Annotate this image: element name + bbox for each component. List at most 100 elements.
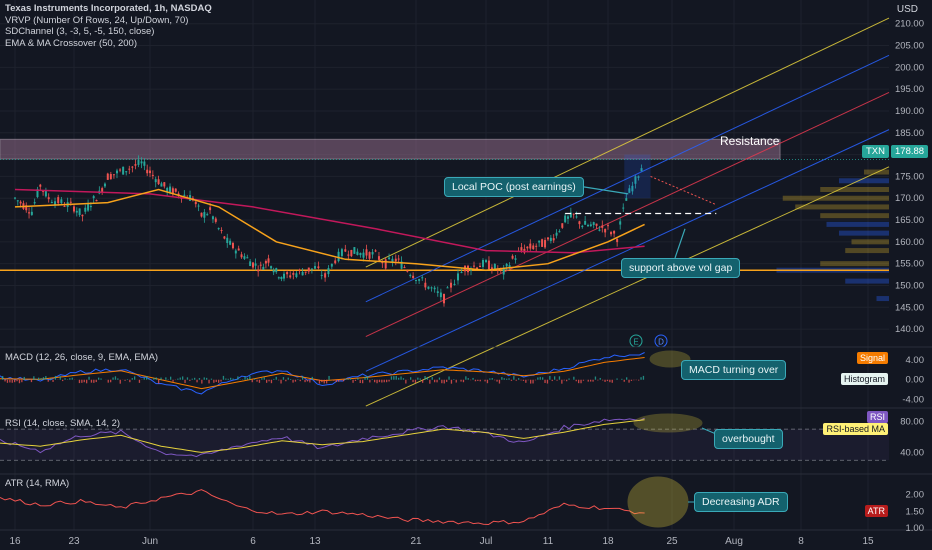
- price-tick-label: 170.00: [895, 193, 924, 204]
- candle-body: [381, 261, 384, 264]
- macd-histogram-bar: [249, 375, 251, 380]
- callout-macd-turning[interactable]: MACD turning over: [681, 360, 787, 380]
- macd-histogram-bar: [170, 376, 172, 380]
- macd-histogram-bar: [98, 377, 100, 380]
- macd-histogram-bar: [350, 378, 352, 380]
- macd-histogram-bar: [52, 379, 54, 382]
- macd-histogram-bar: [354, 379, 357, 381]
- candle-body: [549, 237, 552, 241]
- candle-body: [317, 266, 320, 269]
- macd-histogram-bar: [342, 379, 345, 382]
- candle-body: [616, 238, 619, 243]
- macd-histogram-bar: [534, 379, 537, 381]
- candle-body: [544, 240, 547, 248]
- legend-ema-ma: EMA & MA Crossover (50, 200): [5, 37, 137, 49]
- callout-support[interactable]: support above vol gap: [621, 258, 741, 278]
- callout-local-poc[interactable]: Local POC (post earnings): [444, 177, 584, 197]
- candle-body: [552, 238, 555, 241]
- atr-pane-label: ATR (14, RMA): [5, 478, 70, 489]
- callout-decreasing-adr[interactable]: Decreasing ADR: [694, 492, 788, 512]
- candle-body: [595, 223, 598, 226]
- macd-histogram-bar: [35, 379, 37, 380]
- volume-profile-bar: [845, 278, 889, 284]
- macd-histogram-bar: [220, 379, 222, 382]
- candle-body: [109, 174, 112, 180]
- price-tick-label: 190.00: [895, 106, 924, 117]
- macd-histogram-bar: [261, 378, 263, 380]
- atr-badge: ATR: [864, 505, 888, 517]
- macd-histogram-bar: [160, 377, 162, 380]
- macd-histogram-bar: [398, 377, 400, 380]
- macd-histogram-bar: [33, 376, 35, 380]
- macd-histogram-bar: [566, 379, 568, 382]
- macd-histogram-bar: [450, 379, 453, 384]
- candle-body: [125, 171, 128, 173]
- macd-histogram-bar: [390, 376, 393, 380]
- macd-histogram-bar: [472, 377, 474, 380]
- macd-histogram-bar: [9, 379, 11, 383]
- callout-overbought[interactable]: overbought: [714, 429, 783, 449]
- macd-histogram-bar: [177, 378, 179, 380]
- macd-histogram-bar: [462, 379, 465, 383]
- macd-histogram-bar: [148, 378, 150, 380]
- dividend-marker-label: D: [658, 338, 664, 347]
- candle-body: [262, 266, 265, 270]
- macd-histogram-bar: [131, 378, 133, 380]
- macd-histogram-bar: [602, 379, 604, 381]
- macd-histogram-bar: [539, 376, 541, 380]
- macd-histogram-bar: [191, 378, 193, 380]
- candle-body: [508, 265, 511, 269]
- ema50-line: [14, 188, 645, 271]
- candle-body: [57, 197, 60, 204]
- candle-body: [532, 245, 535, 250]
- macd-histogram-bar: [395, 375, 397, 380]
- candle-body: [69, 201, 72, 203]
- macd-histogram-bar: [426, 376, 429, 380]
- price-tick-label: 205.00: [895, 41, 924, 52]
- candle-body: [362, 252, 365, 258]
- candle-body: [246, 257, 249, 259]
- candle-body: [254, 263, 257, 266]
- candle-body: [538, 240, 541, 243]
- macd-histogram-bar: [201, 379, 203, 384]
- candle-body: [558, 231, 561, 233]
- candle-body: [607, 225, 609, 227]
- candle-body: [280, 276, 283, 280]
- candle-body: [39, 184, 42, 187]
- macd-histogram-bar: [234, 379, 237, 380]
- time-tick-label: 13: [309, 536, 321, 547]
- macd-histogram-bar: [616, 378, 618, 380]
- candle-body: [409, 274, 412, 276]
- macd-histogram-bar: [6, 379, 9, 383]
- candle-body: [154, 179, 157, 183]
- macd-histogram-bar: [587, 379, 589, 382]
- macd-histogram-bar: [333, 379, 335, 381]
- candle-body: [446, 287, 449, 289]
- candle-body: [63, 205, 66, 207]
- macd-histogram-bar: [453, 379, 455, 380]
- candle-body: [229, 240, 232, 245]
- candle-body: [103, 183, 106, 187]
- macd-histogram-bar: [230, 377, 232, 380]
- price-tick-label: 160.00: [895, 237, 924, 248]
- candle-body: [350, 249, 353, 257]
- macd-histogram-bar: [95, 379, 97, 383]
- macd-histogram-bar: [119, 379, 121, 384]
- candle-body: [356, 251, 359, 255]
- time-tick-label: 25: [666, 536, 678, 547]
- macd-histogram-bar: [465, 376, 467, 380]
- macd-histogram-bar: [554, 376, 556, 380]
- candle-body: [163, 182, 166, 187]
- volume-profile-bar: [820, 261, 889, 267]
- macd-histogram-bar: [306, 379, 309, 382]
- candle-body: [259, 264, 262, 266]
- candle-body: [587, 224, 589, 227]
- candle-body: [384, 259, 387, 269]
- candle-body: [610, 232, 613, 235]
- macd-histogram-bar: [369, 379, 371, 383]
- price-tick-label: 140.00: [895, 324, 924, 335]
- rsi-ma-line: [0, 419, 645, 453]
- candle-body: [337, 251, 340, 262]
- macd-histogram-bar: [345, 378, 347, 380]
